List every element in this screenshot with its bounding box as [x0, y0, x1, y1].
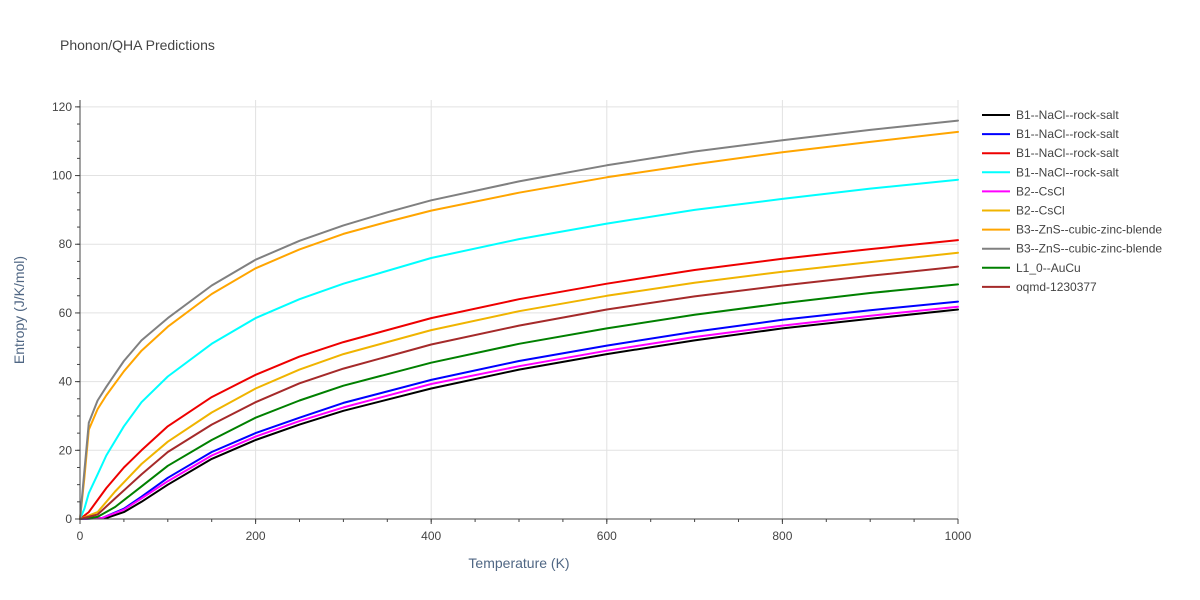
legend-item[interactable]: oqmd-1230377: [982, 280, 1097, 294]
x-tick-label: 600: [597, 529, 617, 543]
y-tick-label: 60: [59, 306, 73, 320]
x-tick-label: 400: [421, 529, 441, 543]
y-tick-label: 20: [59, 443, 73, 457]
legend-item[interactable]: B3--ZnS--cubic-zinc-blende: [982, 223, 1162, 237]
legend-label: B2--CsCl: [1016, 204, 1065, 218]
x-axis-title: Temperature (K): [468, 555, 569, 571]
legend-label: B1--NaCl--rock-salt: [1016, 108, 1119, 122]
legend-item[interactable]: B2--CsCl: [982, 204, 1065, 218]
legend-label: B3--ZnS--cubic-zinc-blende: [1016, 242, 1162, 256]
legend-item[interactable]: B3--ZnS--cubic-zinc-blende: [982, 242, 1162, 256]
x-tick-label: 200: [246, 529, 266, 543]
series-line-2[interactable]: [79, 300, 959, 520]
x-tick-label: 0: [77, 529, 84, 543]
legend-label: B2--CsCl: [1016, 184, 1065, 198]
series-line-9[interactable]: [79, 283, 959, 520]
y-tick-label: 0: [65, 512, 72, 526]
series-line-10[interactable]: [79, 265, 959, 520]
legend-label: B3--ZnS--cubic-zinc-blende: [1016, 223, 1162, 237]
legend-label: B1--NaCl--rock-salt: [1016, 127, 1119, 141]
legend: B1--NaCl--rock-salt B1--NaCl--rock-salt B1…: [982, 108, 1162, 294]
y-tick-label: 120: [52, 100, 72, 114]
legend-item[interactable]: B1--NaCl--rock-salt: [982, 127, 1119, 141]
chart-title: Phonon/QHA Predictions: [60, 37, 215, 53]
legend-label: L1_0--AuCu: [1016, 261, 1081, 275]
series-line-1[interactable]: [79, 308, 959, 520]
series-line-4[interactable]: [79, 178, 959, 520]
legend-item[interactable]: B1--NaCl--rock-salt: [982, 108, 1119, 122]
legend-item[interactable]: L1_0--AuCu: [982, 261, 1081, 275]
axis-layer: 0 200 400 600 800 1000 0 20 40 60 80 100 120: [52, 100, 972, 543]
y-axis-title: Entropy (J/K/mol): [11, 256, 27, 364]
legend-label: B1--NaCl--rock-salt: [1016, 165, 1119, 179]
x-tick-label: 1000: [945, 529, 972, 543]
legend-item[interactable]: B1--NaCl--rock-salt: [982, 146, 1119, 160]
y-tick-label: 40: [59, 375, 73, 389]
series-line-5[interactable]: [79, 305, 959, 520]
series-layer: [79, 119, 959, 520]
y-tick-label: 100: [52, 169, 72, 183]
series-line-6[interactable]: [79, 251, 959, 520]
legend-label: oqmd-1230377: [1016, 280, 1097, 294]
series-line-3[interactable]: [79, 239, 959, 520]
x-tick-label: 800: [772, 529, 792, 543]
legend-item[interactable]: B1--NaCl--rock-salt: [982, 165, 1119, 179]
legend-label: B1--NaCl--rock-salt: [1016, 146, 1119, 160]
series-line-8[interactable]: [79, 119, 959, 520]
y-tick-label: 80: [59, 237, 73, 251]
legend-item[interactable]: B2--CsCl: [982, 184, 1065, 198]
series-line-7[interactable]: [79, 130, 959, 520]
